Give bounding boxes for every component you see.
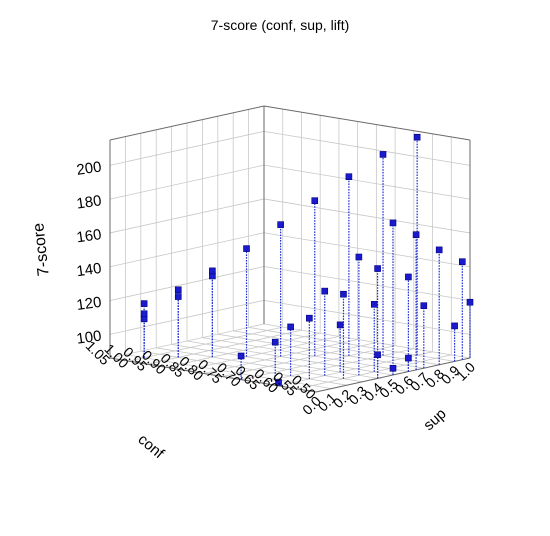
floor-grid-line (248, 327, 455, 362)
z-tick-label: 140 (75, 260, 102, 280)
data-point (458, 258, 466, 265)
data-point (374, 265, 381, 272)
axis-frame-line (263, 105, 471, 141)
wall-grid-line (263, 164, 471, 200)
wall-grid-line (109, 130, 265, 166)
data-point (174, 293, 182, 300)
chart-title: 7-score (conf, sup, lift) (211, 17, 350, 33)
data-point (405, 354, 412, 362)
data-point (451, 322, 458, 330)
wall-grid-line (109, 198, 265, 234)
data-point (340, 290, 347, 298)
z-tick-label: 200 (75, 158, 102, 178)
z-tick-label: 180 (75, 192, 102, 212)
grid-layer (109, 105, 471, 393)
wall-grid-line (109, 232, 265, 268)
wall-grid-line (263, 130, 471, 166)
data-point (413, 133, 421, 141)
data-point (321, 287, 329, 295)
wall-grid-line (263, 198, 471, 234)
wall-grid-line (263, 266, 471, 301)
z-tick-label: 100 (75, 327, 102, 347)
z-tick-label: 120 (75, 294, 102, 314)
data-point (275, 379, 282, 386)
data-point (435, 246, 443, 254)
wall-grid-line (109, 299, 265, 335)
data-point (336, 321, 344, 329)
data-point (420, 302, 428, 309)
z-tick-label: 160 (75, 226, 102, 246)
floor-grid-line (263, 323, 471, 359)
stem-layer (140, 133, 474, 386)
data-point (345, 173, 353, 181)
wall-grid-line (109, 266, 265, 301)
data-point (412, 231, 420, 239)
wall-grid-line (263, 232, 471, 268)
floor-grid-line (217, 333, 424, 369)
data-point (389, 364, 397, 372)
floor-grid-line (140, 350, 347, 386)
data-point (405, 273, 412, 281)
data-point (311, 197, 319, 204)
z-axis-label: 7-score (30, 222, 52, 277)
data-point (277, 221, 284, 228)
data-point (140, 300, 148, 307)
wall-grid-line (109, 164, 265, 200)
axis-frame-line (109, 357, 317, 393)
data-point (306, 314, 313, 322)
floor-grid-line (233, 330, 440, 366)
floor-grid-line (125, 354, 332, 389)
data-point (355, 253, 363, 261)
wall-grid-line (263, 299, 471, 335)
data-point (466, 298, 474, 306)
data-point (243, 245, 250, 252)
data-point (379, 151, 387, 158)
data-point (370, 301, 378, 308)
axis-frame-line (109, 105, 265, 141)
data-point (174, 286, 182, 294)
floor-grid-line (156, 347, 363, 383)
data-point (140, 310, 148, 318)
data-point (287, 323, 294, 331)
data-point (209, 267, 216, 275)
data-point (389, 219, 397, 227)
data-point (271, 338, 279, 346)
data-point (237, 352, 245, 360)
data-point (374, 351, 381, 359)
